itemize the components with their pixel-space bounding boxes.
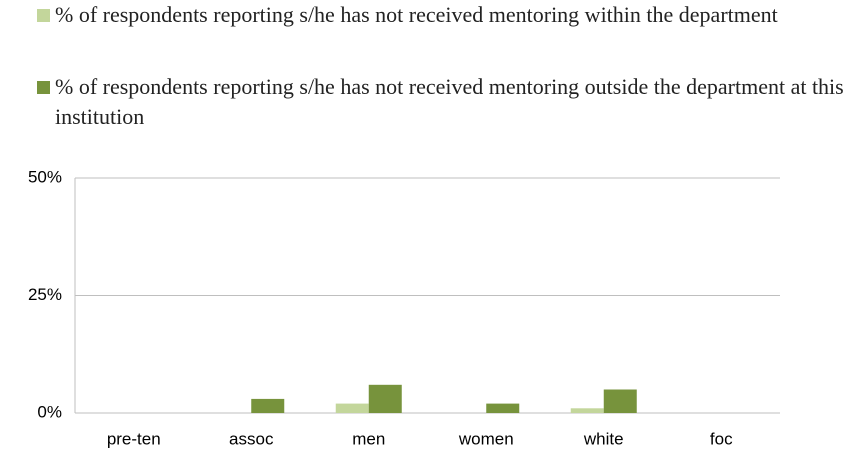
legend-label: % of respondents reporting s/he has not … (55, 2, 778, 27)
bar (251, 398, 285, 413)
bar (570, 408, 604, 413)
legend-swatch (37, 9, 50, 22)
y-tick-label: 0% (37, 402, 62, 421)
bar (486, 403, 520, 413)
bar (335, 403, 369, 413)
y-tick-label: 25% (28, 285, 62, 304)
legend-entry: % of respondents reporting s/he has not … (37, 72, 845, 132)
x-tick-label: foc (710, 429, 733, 448)
bar (368, 384, 402, 413)
legend-label: % of respondents reporting s/he has not … (55, 74, 844, 129)
bar (603, 389, 637, 413)
x-tick-label: white (583, 429, 624, 448)
x-tick-label: assoc (229, 429, 274, 448)
x-tick-label: pre-ten (107, 429, 161, 448)
legend-swatch (37, 81, 50, 94)
y-tick-label: 50% (28, 167, 62, 186)
x-tick-label: men (352, 429, 385, 448)
legend-entry: % of respondents reporting s/he has not … (37, 0, 845, 30)
x-tick-label: women (458, 429, 514, 448)
